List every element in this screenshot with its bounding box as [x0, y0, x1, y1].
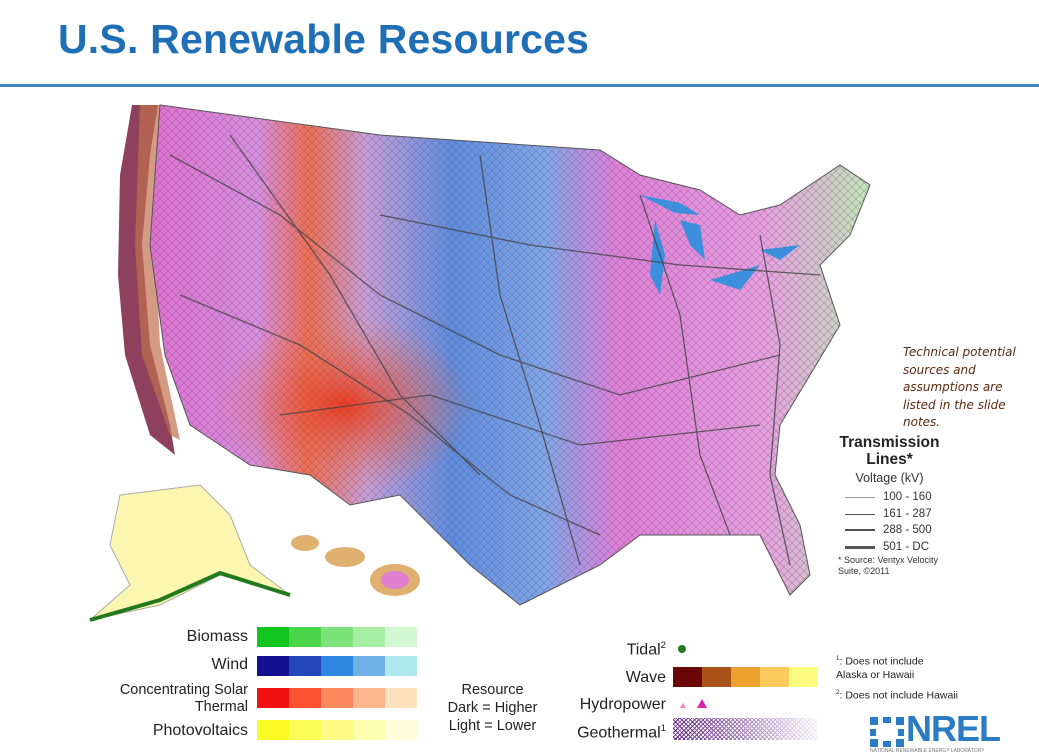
wave-resource-coast — [118, 105, 180, 455]
nrel-logo: NREL NATIONAL RENEWABLE ENERGY LABORATOR… — [870, 710, 1010, 754]
technical-potential-note: Technical potential sources and assumpti… — [903, 345, 1016, 429]
footnote-text: : Does not include Alaska or Hawaii — [836, 655, 924, 681]
wind-swatch-5 — [385, 656, 417, 676]
hawaii — [291, 535, 420, 596]
csp-swatches — [257, 688, 417, 708]
pv-swatch-2 — [289, 720, 321, 740]
nrel-logo-mark-icon — [870, 717, 904, 747]
hydropower-label: Hydropower — [579, 696, 666, 713]
tidal-footnote-marker: 2 — [660, 640, 666, 651]
tidal-dot-icon — [678, 645, 686, 653]
transmission-row: 161 - 287 — [845, 507, 932, 521]
page-title: U.S. Renewable Resources — [58, 16, 590, 62]
title-divider — [0, 84, 1039, 87]
small-hydro-triangle-icon — [680, 703, 686, 708]
pv-swatches — [257, 720, 417, 740]
tidal-label-text: Tidal — [626, 641, 661, 659]
geothermal-label-text: Geothermal — [577, 724, 661, 742]
transmission-row-label: 501 - DC — [883, 541, 930, 553]
large-hydro-triangle-icon — [697, 699, 707, 708]
footnote-2: 2: Does not include Hawaii — [836, 686, 976, 703]
wave-label: Wave — [625, 669, 666, 686]
footnote-marker: 1 — [836, 655, 840, 662]
transmission-row: 288 - 500 — [845, 523, 932, 537]
nrel-logo-text: NREL — [906, 708, 1001, 749]
wave-swatch-5 — [789, 667, 818, 687]
transmission-legend-subtitle: Voltage (kV) — [855, 471, 924, 485]
csp-label: Concentrating Solar Thermal — [119, 682, 248, 715]
biomass-swatches — [257, 627, 417, 647]
wave-swatch-2 — [702, 667, 731, 687]
transmission-row-label: 161 - 287 — [883, 508, 932, 520]
biomass-label: Biomass — [186, 628, 248, 645]
csp-swatch-3 — [321, 688, 353, 708]
pv-swatch-4 — [353, 720, 385, 740]
great-lakes — [640, 195, 800, 295]
pv-swatch-5 — [385, 720, 417, 740]
biomass-swatch-4 — [353, 627, 385, 647]
wave-swatch-3 — [731, 667, 760, 687]
csp-swatch-2 — [289, 688, 321, 708]
footnote-marker: 2 — [836, 689, 840, 696]
csp-swatch-5 — [385, 688, 417, 708]
footnote-1: 1: Does not include Alaska or Hawaii — [836, 652, 951, 682]
transmission-row-label: 288 - 500 — [883, 524, 932, 536]
wave-swatch-1 — [673, 667, 702, 687]
geothermal-label: Geothermal1 — [540, 720, 666, 741]
footnote-text: : Does not include Hawaii — [839, 689, 958, 702]
biomass-swatch-3 — [321, 627, 353, 647]
transmission-legend-title: Transmission Lines* — [839, 434, 940, 468]
resource-note-line: Dark = Higher — [447, 700, 538, 716]
pv-swatch-3 — [321, 720, 353, 740]
wind-swatch-4 — [353, 656, 385, 676]
transmission-row: 501 - DC — [845, 540, 929, 554]
wind-swatch-2 — [289, 656, 321, 676]
alaska — [88, 484, 291, 622]
wind-swatch-3 — [321, 656, 353, 676]
transmission-row: 100 - 160 — [845, 490, 932, 504]
nrel-logo-subtext: NATIONAL RENEWABLE ENERGY LABORATORY — [870, 748, 985, 754]
tidal-label: Tidal2 — [560, 637, 666, 658]
pv-label: Photovoltaics — [152, 722, 248, 739]
wind-swatches — [257, 656, 417, 676]
resource-note: Resource Dark = Higher Light = Lower — [440, 681, 545, 735]
wave-swatches — [673, 667, 818, 687]
transmission-lines — [169, 134, 821, 566]
renewable-resources-map — [88, 104, 871, 622]
csp-swatch-4 — [353, 688, 385, 708]
transmission-source: * Source: Ventyx Velocity Suite, ©2011 — [838, 555, 939, 576]
wind-swatch-1 — [257, 656, 289, 676]
resource-note-line: Resource — [461, 682, 524, 698]
biomass-swatch-5 — [385, 627, 417, 647]
resource-note-line: Light = Lower — [448, 718, 537, 734]
transmission-row-label: 100 - 160 — [883, 491, 932, 503]
csp-swatch-1 — [257, 688, 289, 708]
geothermal-footnote-marker: 1 — [660, 723, 666, 734]
biomass-swatch-2 — [289, 627, 321, 647]
biomass-swatch-1 — [257, 627, 289, 647]
pv-swatch-1 — [257, 720, 289, 740]
wind-label: Wind — [211, 656, 248, 673]
wave-swatch-4 — [760, 667, 789, 687]
geothermal-hatch-swatch — [673, 718, 818, 740]
